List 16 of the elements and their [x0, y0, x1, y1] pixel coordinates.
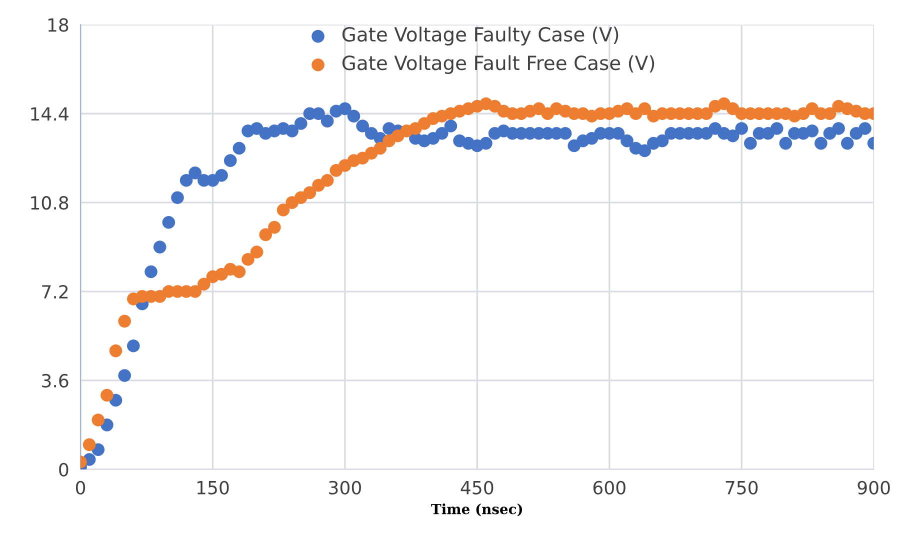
y-tick-label: 0: [59, 462, 68, 477]
x-axis-title: Time (nsec): [431, 504, 522, 516]
legend-label: Gate Voltage Faulty Case (V): [342, 26, 618, 46]
x-tick-label: 300: [329, 480, 361, 494]
x-tick-label: 750: [726, 480, 758, 494]
x-tick-label: 0: [76, 480, 86, 494]
x-tick-label: 150: [197, 480, 229, 494]
x-tick-label: 450: [460, 480, 494, 494]
x-tick-label: 600: [593, 480, 626, 494]
y-tick-label: 3.6: [42, 374, 68, 388]
y-tick-label: 14.4: [31, 107, 68, 121]
y-tick-label: 10.8: [31, 196, 68, 210]
y-tick-label: 7.2: [42, 284, 68, 298]
y-tick-label: 18: [48, 18, 68, 32]
legend-label: Gate Voltage Fault Free Case (V): [342, 55, 654, 74]
x-tick-label: 900: [858, 480, 890, 494]
